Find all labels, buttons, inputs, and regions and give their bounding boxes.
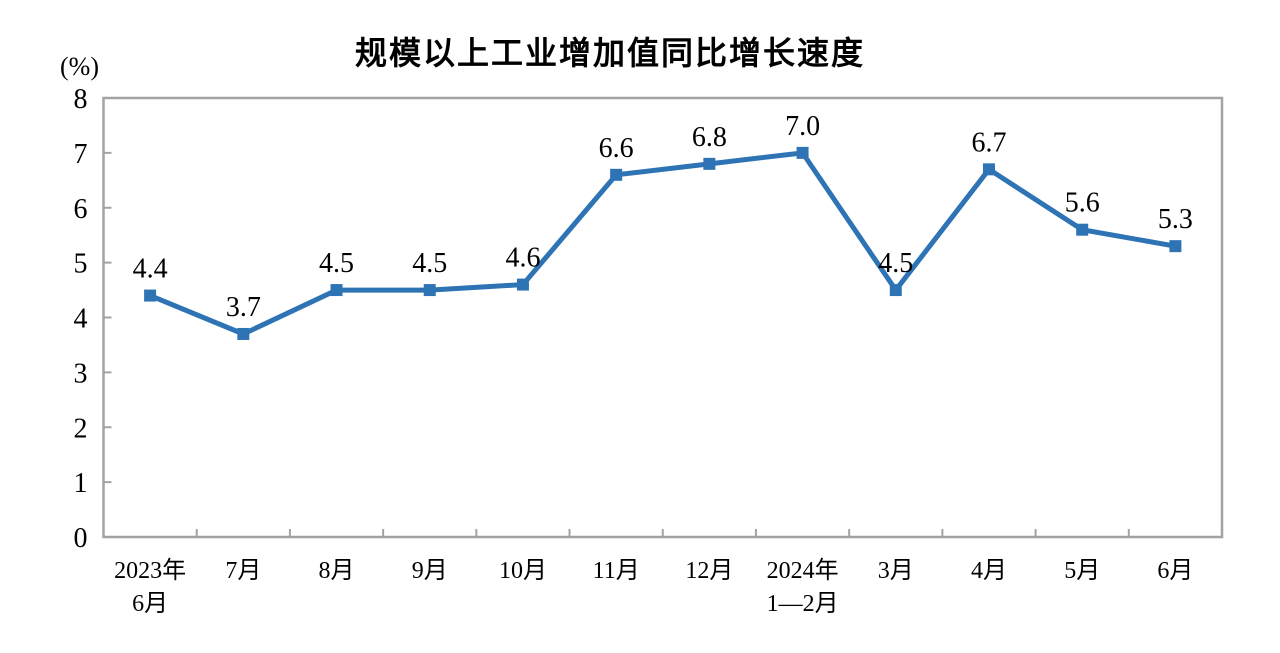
x-axis-label: 1—2月 bbox=[767, 591, 839, 617]
y-axis-label: 1 bbox=[74, 468, 88, 499]
data-label: 7.0 bbox=[785, 111, 820, 142]
x-axis-label: 11月 bbox=[593, 558, 640, 584]
data-label: 4.5 bbox=[412, 248, 447, 279]
y-axis-unit-label: (%) bbox=[60, 52, 99, 81]
data-label: 6.8 bbox=[692, 122, 727, 153]
plot-border bbox=[102, 96, 1224, 539]
data-point-marker bbox=[423, 284, 436, 297]
data-point-marker bbox=[703, 157, 716, 170]
x-axis-label: 8月 bbox=[319, 558, 355, 584]
x-axis-label: 4月 bbox=[971, 558, 1007, 584]
data-point-marker bbox=[144, 289, 157, 302]
data-label: 4.6 bbox=[505, 243, 540, 274]
data-label: 4.4 bbox=[133, 254, 168, 285]
data-point-marker bbox=[1076, 223, 1089, 236]
x-axis-label: 6月 bbox=[1157, 558, 1193, 584]
data-point-marker bbox=[796, 146, 809, 159]
x-axis-label: 10月 bbox=[499, 558, 547, 584]
data-label: 6.7 bbox=[971, 127, 1006, 158]
series-line bbox=[149, 150, 1176, 337]
x-axis-label: 9月 bbox=[412, 558, 448, 584]
data-point-marker bbox=[330, 284, 343, 297]
data-point-marker bbox=[610, 168, 623, 181]
y-axis-label: 5 bbox=[74, 249, 88, 280]
y-axis-label: 0 bbox=[74, 523, 88, 554]
data-label: 3.7 bbox=[226, 292, 261, 323]
data-point-marker bbox=[982, 163, 995, 176]
y-axis-label: 3 bbox=[74, 358, 88, 389]
y-axis-label: 2 bbox=[74, 413, 88, 444]
y-axis-label: 7 bbox=[74, 139, 88, 170]
y-axis-label: 4 bbox=[74, 304, 88, 335]
x-axis-label: 3月 bbox=[878, 558, 914, 584]
data-label: 4.5 bbox=[878, 248, 913, 279]
x-axis-label: 6月 bbox=[132, 591, 168, 617]
y-axis-label: 8 bbox=[74, 84, 88, 115]
data-point-marker bbox=[889, 284, 902, 297]
x-axis-label: 2023年 bbox=[114, 557, 186, 584]
x-axis-label: 12月 bbox=[685, 558, 733, 584]
data-label: 6.6 bbox=[599, 133, 634, 164]
x-axis-label: 2024年 bbox=[767, 557, 839, 584]
data-label: 5.6 bbox=[1065, 188, 1100, 219]
x-axis-label: 5月 bbox=[1064, 558, 1100, 584]
data-label: 4.5 bbox=[319, 248, 354, 279]
x-axis-label: 7月 bbox=[225, 558, 261, 584]
y-axis-label: 6 bbox=[74, 194, 88, 225]
chart-title: 规模以上工业增加值同比增长速度 bbox=[354, 35, 865, 71]
data-label: 5.3 bbox=[1158, 204, 1193, 235]
data-point-marker bbox=[237, 327, 250, 340]
data-point-marker bbox=[1169, 240, 1182, 253]
data-point-marker bbox=[516, 278, 529, 291]
